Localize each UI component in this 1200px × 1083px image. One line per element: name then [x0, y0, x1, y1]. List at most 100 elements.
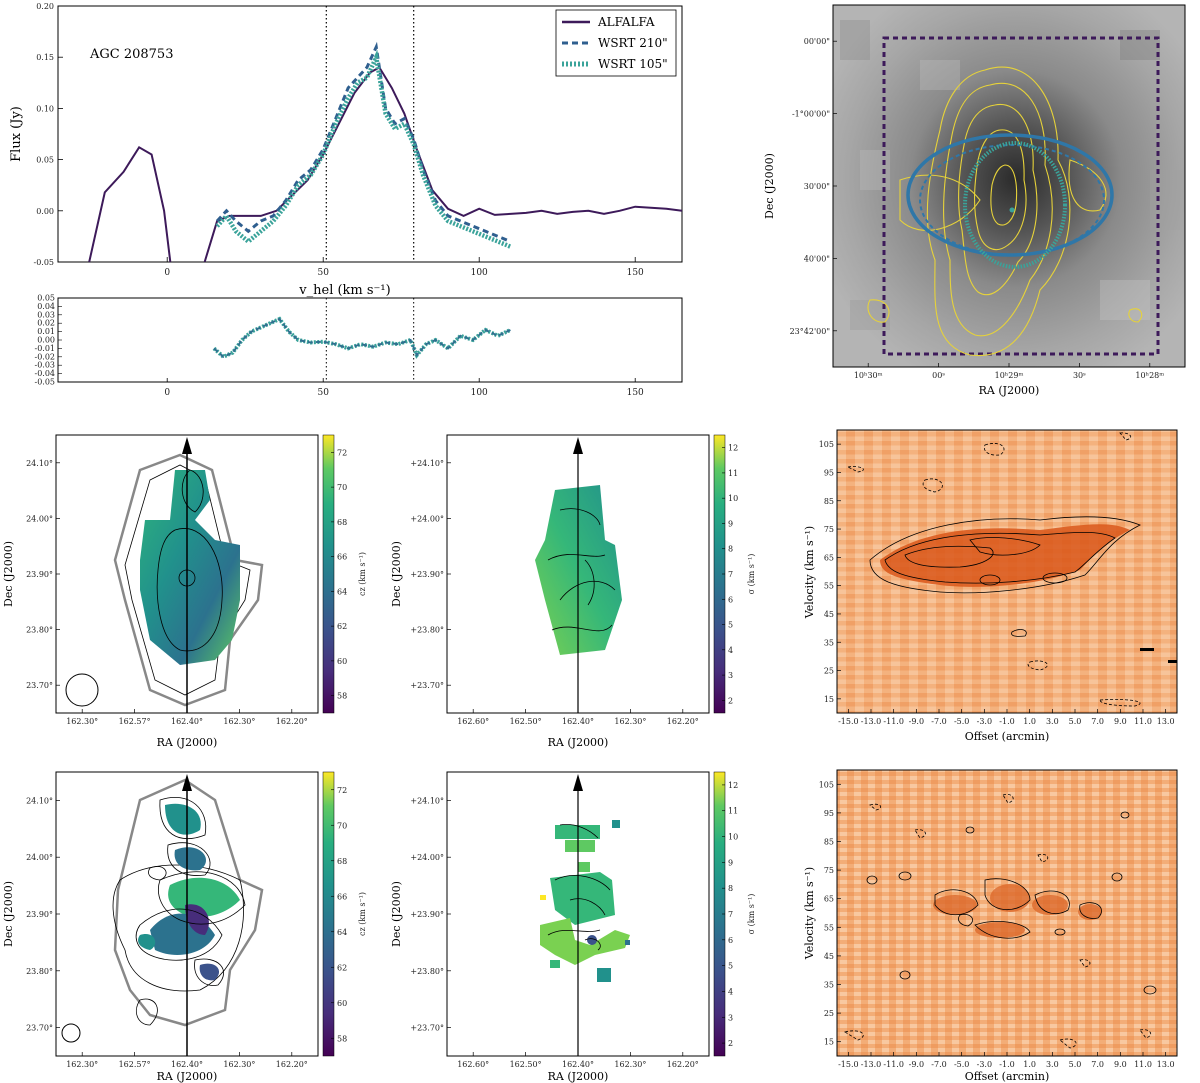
dispersion-bottom-y-ticks: +24.10° +24.00° +23.90° +23.80° +23.70°: [410, 796, 451, 1033]
moment0-xtick-label: 00ˢ: [932, 371, 945, 380]
dispersion-bottom-ytick-label: +23.70°: [410, 1024, 444, 1033]
dispersion-top-cbtick-label: 6: [728, 595, 733, 604]
pv-bottom-ytick-label: 35: [824, 981, 834, 990]
dispersion-bottom-xtick-label: 162.60°: [457, 1060, 489, 1069]
dispersion-bottom-cbtick-label: 3: [728, 1013, 733, 1022]
pv-top-ylabel: Velocity (km s⁻¹): [803, 526, 816, 619]
dispersion-bottom-xtick-label: 162.40°: [562, 1060, 594, 1069]
dispersion-bottom-cbtick-label: 5: [728, 962, 733, 971]
pv-top-xtick-label: 11.0: [1134, 717, 1152, 726]
dispersion-bottom-xtick-label: 162.50°: [510, 1060, 542, 1069]
pv-bottom-xtick-label: 3.0: [1046, 1060, 1059, 1069]
pv-top-xtick-label: -5.0: [954, 717, 969, 726]
dispersion-top-ytick-label: +23.80°: [410, 626, 444, 635]
velfield-bottom-colorbar: [322, 771, 335, 1057]
pv-bottom-ytick-label: 105: [819, 780, 834, 789]
velfield-bottom-cbtick-label: 58: [337, 1034, 347, 1043]
pv-bottom-ylabel: Velocity (km s⁻¹): [803, 867, 816, 960]
dispersion-bottom-colorbar-ticks: 2 3 4 5 6 7 8 9 10 11 12: [722, 781, 738, 1048]
velfield-bottom-xtick-label: 162.57°: [119, 1060, 151, 1069]
spectrum-ylabel: Flux (Jy): [9, 106, 24, 162]
pv-bottom-xtick-label: 7.0: [1091, 1060, 1104, 1069]
residual-ytick-label: 0.03: [37, 310, 55, 319]
velfield-bottom-colorbar-ticks: 58 60 62 64 66 68 70 72: [331, 786, 347, 1043]
pv-top-xtick-label: -9.0: [909, 717, 924, 726]
residual-ytick-label: -0.03: [34, 361, 55, 370]
velfield-bottom-outline: [113, 778, 264, 1027]
dispersion-top-cbtick-label: 3: [728, 671, 733, 680]
pv-bottom-ytick-label: 15: [824, 1038, 834, 1047]
pv-top-panel: 105 95 85 75 65 55 45 35 25 15 -15.0 -13.0 -11.0 -9.…: [803, 429, 1178, 743]
velfield-top-xlabel: RA (J2000): [157, 736, 218, 749]
residual-series: [212, 316, 512, 360]
moment0-ytick-label: -1°00'00": [792, 110, 830, 119]
pv-bottom-xtick-label: -7.0: [931, 1060, 946, 1069]
velfield-bottom-xtick-label: 162.20°: [276, 1060, 308, 1069]
pv-bottom-y-ticks: 105 95 85 75 65 55 45 35 25 15: [819, 780, 841, 1047]
moment0-xtick-label: 10ʰ30ᵐ: [854, 371, 883, 380]
dispersion-top-panel: 2 3 4 5 6 7 8 9 10 11 12 σ (km s⁻¹) +24.10° +24.00°…: [390, 434, 756, 749]
pv-top-ytick-label: 65: [824, 553, 834, 562]
velfield-bottom-xtick-label: 162.30°: [223, 1060, 255, 1069]
residual-line-210: [213, 317, 511, 358]
pv-top-ytick-label: 95: [824, 468, 834, 477]
velfield-top-xtick-label: 162.57°: [119, 717, 151, 726]
velfield-bottom-arrow-head: [182, 774, 192, 791]
pv-bottom-ytick-label: 45: [824, 952, 834, 961]
velfield-bottom-panel: 58 60 62 64 66 68 70 72 cz (km s⁻¹) 24.10° 24.00…: [2, 771, 367, 1083]
dispersion-bottom-arrow-head: [573, 774, 583, 791]
spectrum-legend: ALFALFA WSRT 210" WSRT 105": [555, 9, 677, 77]
velfield-top-ytick-label: 24.00°: [26, 514, 53, 523]
pv-top-emission: [880, 524, 1130, 587]
pv-bottom-xtick-label: -1.0: [999, 1060, 1014, 1069]
dispersion-bottom-ytick-label: +24.00°: [410, 853, 444, 862]
dispersion-bottom-cbtick-label: 12: [728, 781, 738, 790]
pv-bottom-xtick-label: 13.0: [1157, 1060, 1175, 1069]
velfield-bottom-cbtick-label: 62: [337, 963, 347, 972]
residual-ytick-label: -0.01: [34, 344, 55, 353]
residual-panel: 0.050.040.030.020.010.00-0.01-0.02-0.03-…: [34, 294, 683, 398]
pv-top-ytick-label: 35: [824, 638, 834, 647]
dispersion-top-cbtick-label: 5: [728, 621, 733, 630]
dispersion-top-ylabel: Dec (J2000): [390, 541, 403, 607]
moment0-x-ticks: 10ʰ30ᵐ 00ˢ 10ʰ29ᵐ 30ˢ 10ʰ28ᵐ: [854, 363, 1164, 380]
spectrum-y-ticks: -0.05 0.00 0.05 0.10 0.15 0.20: [33, 2, 63, 267]
velfield-top-xtick-label: 162.30°: [66, 717, 98, 726]
velfield-top-colorbar-label: cz (km s⁻¹): [358, 552, 367, 596]
pv-bottom-xlabel: Offset (arcmin): [965, 1070, 1050, 1083]
velfield-top-cbtick-label: 62: [337, 622, 347, 631]
beam-105: [963, 141, 1067, 269]
velfield-top-colorbar: [322, 434, 335, 714]
dispersion-bottom-cbtick-label: 6: [728, 936, 733, 945]
pv-top-contours: [869, 516, 1141, 637]
velfield-top-ytick-label: 23.70°: [26, 681, 53, 690]
spectrum-series: [88, 41, 682, 262]
dispersion-top-cbtick-label: 8: [728, 545, 733, 554]
dispersion-bottom-ylabel: Dec (J2000): [390, 881, 403, 947]
pv-bottom-x-ticks: -15.0 -13.0 -11.0 -9.0 -7.0 -5.0 -3.0 -1.0 1.0 3.…: [838, 1052, 1175, 1069]
spectrum-frame: [57, 5, 683, 263]
pv-top-ytick-label: 45: [824, 610, 834, 619]
spectrum-xtick-label: 50: [317, 268, 329, 278]
dispersion-bottom-xtick-label: 162.30°: [614, 1060, 646, 1069]
velfield-bottom-ylabel: Dec (J2000): [2, 881, 15, 947]
dispersion-bottom-ytick-label: +23.90°: [410, 910, 444, 919]
pv-top-xtick-label: -15.0: [838, 717, 859, 726]
residual-ytick-label: 0.04: [37, 302, 55, 311]
moment0-xtick-label: 10ʰ29ᵐ: [995, 371, 1024, 380]
pv-bottom-xtick-label: -13.0: [861, 1060, 882, 1069]
velfield-top-ytick-label: 23.90°: [26, 570, 53, 579]
dispersion-top-ytick-label: +24.10°: [410, 459, 444, 468]
velfield-bottom-ytick-label: 23.90°: [26, 910, 53, 919]
spectrum-ytick-label: 0.20: [36, 2, 54, 11]
residual-x-ticks: 0 50 100 150: [164, 378, 644, 398]
spectrum-vlines: [325, 6, 415, 262]
spectrum-ytick-label: 0.15: [36, 53, 54, 62]
spectrum-ytick-label: -0.05: [33, 258, 54, 267]
moment0-ytick-label: 23°42'00": [790, 327, 830, 336]
velfield-top-colorbar-ticks: 58 60 62 64 66 68 70 72: [331, 448, 347, 701]
velfield-bottom-cbtick-label: 68: [337, 857, 347, 866]
dispersion-top-xtick-label: 162.30°: [614, 717, 646, 726]
residual-y-ticks: 0.050.040.030.020.010.00-0.01-0.02-0.03-…: [34, 294, 62, 387]
